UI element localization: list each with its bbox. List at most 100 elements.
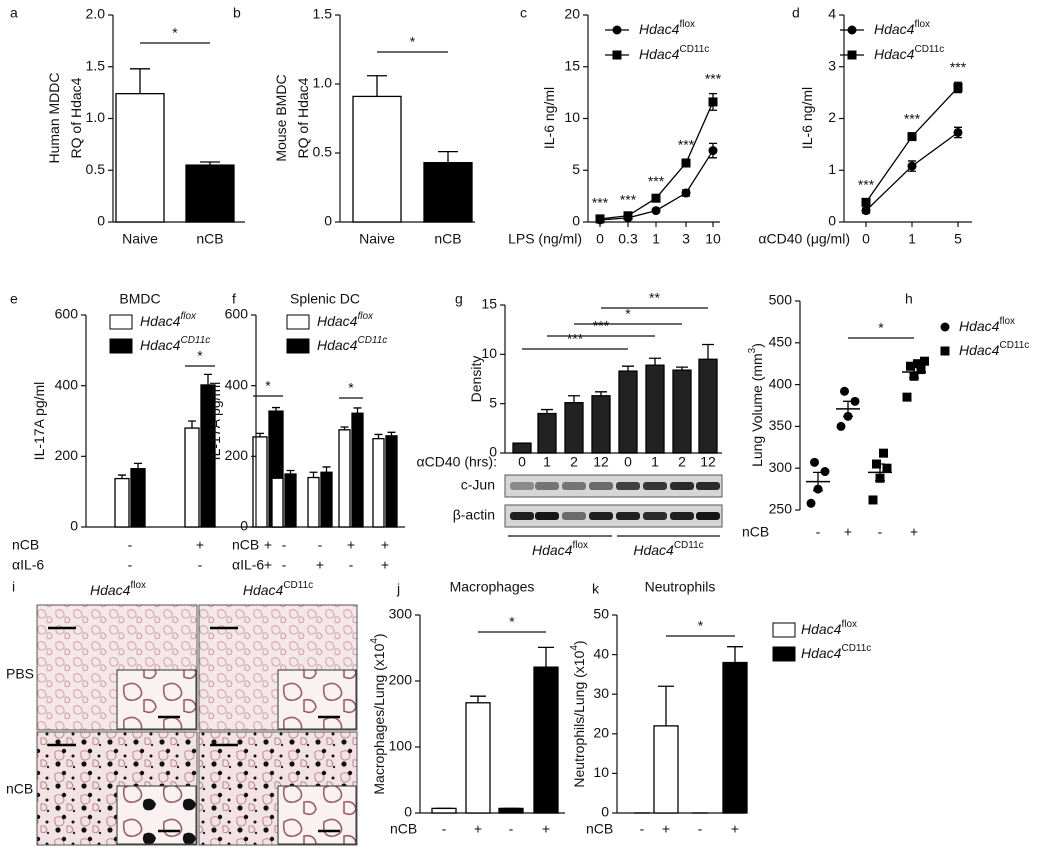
y-axis-label-text: Mouse BMDC <box>273 74 289 161</box>
y-tick-label: 5 <box>489 394 497 410</box>
marker <box>847 50 857 60</box>
error-bar <box>272 406 280 412</box>
legend-name-sup: CD11c <box>999 340 1029 351</box>
y-axis-label-text: ) <box>749 343 765 348</box>
blot-band <box>696 512 720 520</box>
row-value: - <box>878 524 883 540</box>
panel-label: h <box>905 291 913 307</box>
significance-label: *** <box>593 318 610 334</box>
marker <box>708 97 718 107</box>
row-label: nCB <box>12 537 39 553</box>
legend-name-sup: CD11c <box>914 44 944 55</box>
legend-name-sup: flox <box>357 311 374 322</box>
error-bar <box>130 68 150 94</box>
y-tick-label: 0 <box>601 804 609 820</box>
legend-name-sup: flox <box>130 580 146 591</box>
legend-swatch <box>772 646 796 662</box>
legend-name: Hdac4 <box>639 21 680 37</box>
blot-band <box>670 482 694 490</box>
row-value: + <box>264 557 272 573</box>
legend-name: Hdac4 <box>243 582 284 598</box>
error-bar <box>658 685 674 726</box>
y-tick-label: 0 <box>404 804 412 820</box>
marker <box>708 146 718 156</box>
y-axis-label: IL-6 ng/ml <box>799 87 815 149</box>
y-tick-label: 0.5 <box>86 161 106 177</box>
x-axis-label: αCD40 (μg/ml) <box>758 231 850 247</box>
panel-label: f <box>232 291 236 307</box>
significance-label: *** <box>705 70 722 86</box>
error-bar <box>309 471 318 478</box>
bar <box>564 402 584 454</box>
y-axis-label: Neutrophils/Lung (x104) <box>569 640 587 787</box>
y-tick-label: 200 <box>389 672 413 688</box>
marker <box>953 127 963 137</box>
row-value: - <box>640 821 645 837</box>
bar <box>338 429 351 528</box>
legend-name-sup: CD11c <box>357 335 387 346</box>
x-tick-label: 5 <box>954 231 962 247</box>
error-bar <box>134 462 142 469</box>
y-tick-label: 600 <box>55 306 79 322</box>
legend-swatch <box>109 314 133 330</box>
row-value: - <box>282 557 287 573</box>
scale-bar <box>48 626 340 833</box>
error-bar <box>470 695 486 703</box>
significance-label: *** <box>678 137 695 153</box>
error-bar <box>727 646 743 663</box>
blot-label: c-Jun <box>461 477 495 493</box>
y-axis-label: RQ of Hdac4 <box>295 77 311 158</box>
error-bar <box>622 365 634 372</box>
row-value: + <box>196 537 204 553</box>
row-value: - <box>816 524 821 540</box>
significance-label: *** <box>950 59 967 75</box>
marker <box>595 214 605 224</box>
y-tick-label: 400 <box>225 376 249 392</box>
legend-swatch <box>286 314 310 330</box>
significance-label: * <box>197 348 203 364</box>
legend-label: Hdac4flox <box>317 311 374 329</box>
bar <box>423 162 473 223</box>
x-tick-label: 0 <box>624 454 632 470</box>
histology-inset <box>116 785 197 845</box>
error-bar <box>843 400 853 418</box>
y-tick-label: 5 <box>572 161 580 177</box>
x-axis-label: LPS (ng/ml) <box>508 231 582 247</box>
legend-label: Hdac4flox <box>532 540 588 558</box>
y-tick-label: 20 <box>593 725 609 741</box>
x-tick-label: 2 <box>570 454 578 470</box>
legend-name-sup: flox <box>914 19 930 30</box>
y-tick-label: 200 <box>225 447 249 463</box>
y-axis-label-text: RQ of Hdac4 <box>295 77 311 158</box>
marker <box>681 188 691 198</box>
panel-label: b <box>233 5 241 21</box>
blot-band <box>616 512 640 520</box>
legend-name: Hdac4 <box>801 645 842 661</box>
legend-swatch <box>286 338 310 354</box>
bar <box>184 427 200 528</box>
y-axis-label-text: IL-17A pg/ml <box>207 382 223 461</box>
x-axis-label: αCD40 (hrs): <box>417 454 497 470</box>
y-axis-label-text: Lung Volume (mm <box>749 353 765 467</box>
legend-name: Hdac4 <box>874 21 915 37</box>
x-tick-label: 1 <box>651 454 659 470</box>
marker <box>879 448 888 458</box>
bar <box>130 468 146 528</box>
row-label: nCB <box>742 524 769 540</box>
marker <box>868 495 878 505</box>
legend-name-sup: CD11c <box>283 580 313 591</box>
panel-label: k <box>592 581 600 597</box>
blot-band <box>510 512 534 520</box>
y-axis-label-text: Human MDDC <box>46 72 62 163</box>
row-value: + <box>381 557 389 573</box>
y-tick-label: 250 <box>769 501 793 517</box>
row-value: + <box>347 537 355 553</box>
y-tick-label: 40 <box>593 645 609 661</box>
legend-name-sup: flox <box>999 316 1015 327</box>
x-tick-label: Naive <box>122 231 158 247</box>
legend-label: Hdac4CD11c <box>801 643 871 661</box>
significance-label: * <box>265 378 271 394</box>
bar <box>653 725 679 814</box>
histology-inset <box>277 785 357 845</box>
legend-name-sup: flox <box>841 619 857 630</box>
